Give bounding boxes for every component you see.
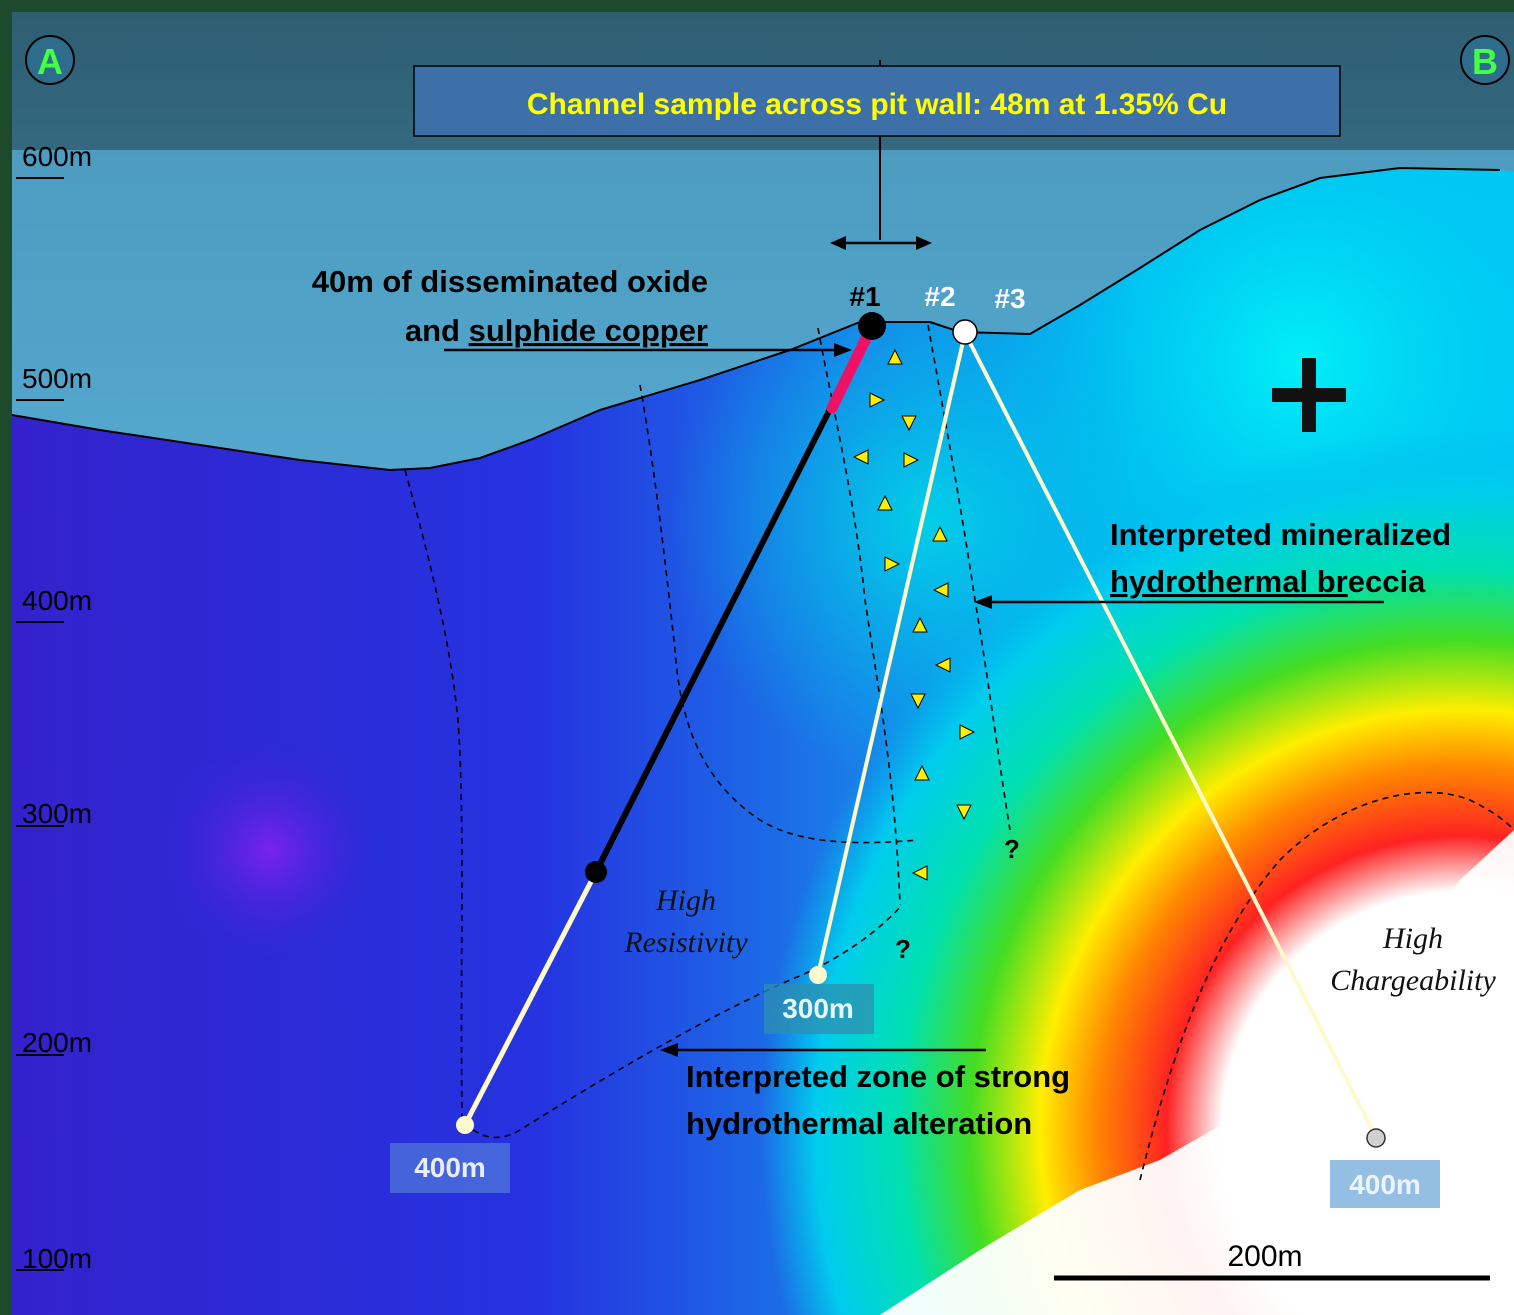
depth-label-bg: [764, 984, 874, 1034]
elevation-label: 300m: [22, 798, 92, 829]
chargeability-boundary: [1139, 791, 1514, 1181]
breccia-clast: [884, 556, 901, 572]
scale-bar-label: 200m: [1227, 1240, 1302, 1273]
drillhole-id: #2: [924, 281, 955, 312]
collar-marker: [858, 312, 886, 340]
breccia-clasts: [852, 348, 976, 881]
breccia-clast: [934, 657, 951, 673]
hole-end-marker: [809, 966, 827, 984]
scale-bar: 200m: [1054, 1240, 1490, 1281]
marker-circle-a: [25, 35, 75, 85]
drillhole-3: #3 400m: [952, 283, 1440, 1208]
breccia-east-contact: [927, 324, 1011, 831]
topography-line: [11, 166, 1501, 472]
disseminated-text-line1: 40m of disseminated oxide: [312, 264, 708, 299]
elevation-label: 400m: [22, 585, 92, 616]
breccia-clast: [887, 348, 903, 365]
breccia-clast: [932, 582, 949, 598]
breccia-clast: [877, 494, 893, 511]
disseminated-prefix: and: [405, 313, 469, 348]
channel-sample-callout: Channel sample across pit wall: 48m at 1…: [413, 60, 1341, 250]
alteration-callout: Interpreted zone of strong hydrothermal …: [660, 1043, 1070, 1141]
section-marker-b: B: [1460, 35, 1510, 85]
depth-label: 400m: [1349, 1169, 1421, 1200]
breccia-underlined: hydrothermal br: [1110, 564, 1348, 599]
depth-label-bg: [390, 1143, 510, 1193]
elevation-label: 200m: [22, 1027, 92, 1058]
cross-horizontal: [1272, 388, 1346, 402]
hole-end-marker: [1366, 1128, 1386, 1148]
breccia-callout: Interpreted mineralized hydrothermal bre…: [974, 517, 1451, 609]
breccia-clast: [959, 724, 976, 740]
breccia-clast: [869, 392, 886, 408]
section-marker-a: A: [25, 35, 75, 85]
breccia-clast: [911, 865, 928, 881]
elevation-scale: 600m 500m 400m 300m 200m 100m: [16, 141, 92, 1274]
resistivity-boundary: [639, 384, 919, 844]
breccia-clast: [910, 693, 926, 710]
elevation-label: 500m: [22, 363, 92, 394]
hole-end-marker: [456, 1116, 474, 1134]
breccia-clast: [914, 764, 930, 781]
cross-marker: [1272, 358, 1346, 432]
marker-label-b: B: [1472, 41, 1498, 82]
uncertainty-mark: ?: [1004, 834, 1020, 864]
drillhole-id: #3: [994, 283, 1025, 314]
breccia-clast: [956, 804, 972, 821]
depth-label: 300m: [782, 993, 854, 1024]
breccia-clast: [903, 452, 920, 468]
breccia-rest: eccia: [1348, 564, 1426, 599]
disseminated-copper-callout: 40m of disseminated oxide and sulphide c…: [312, 264, 852, 357]
drillhole-id: #1: [849, 281, 880, 312]
drillhole-1: #1 400m: [390, 281, 886, 1193]
arrowhead-left: [830, 236, 846, 250]
breccia-clast: [932, 525, 948, 542]
drill-trace: [963, 332, 1377, 1136]
drillhole-2: #2 300m: [764, 281, 967, 1034]
resistivity-line1: High: [655, 884, 716, 917]
drill-trace: [462, 870, 599, 1127]
high-resistivity-label: High Resistivity: [623, 884, 748, 959]
drill-trace: [816, 332, 967, 976]
elevation-label: 600m: [22, 141, 92, 172]
breccia-west-contact: [817, 327, 901, 906]
elevation-label: 100m: [22, 1243, 92, 1274]
arrowhead-right: [916, 236, 932, 250]
alteration-text-line1: Interpreted zone of strong: [686, 1059, 1070, 1094]
disseminated-text-line2: and sulphide copper: [405, 313, 708, 348]
disseminated-underlined: sulphide copper: [469, 313, 708, 348]
breccia-text-line2: hydrothermal breccia: [1110, 564, 1426, 599]
arrowhead: [660, 1043, 678, 1057]
breccia-text-line1: Interpreted mineralized: [1110, 517, 1451, 552]
marker-circle-b: [1460, 35, 1510, 85]
high-chargeability-label: High Chargeability: [1330, 922, 1496, 997]
depth-label-bg: [1330, 1160, 1440, 1208]
drill-trace-logged: [593, 324, 875, 874]
arrowhead: [834, 343, 852, 357]
breccia-clast: [901, 415, 917, 432]
arrowhead: [974, 595, 992, 609]
alteration-text-line2: hydrothermal alteration: [686, 1106, 1032, 1141]
uncertainty-mark: ?: [895, 934, 911, 964]
breccia-clast: [912, 616, 928, 633]
mineralized-interval: [826, 324, 876, 414]
chargeability-line2: Chargeability: [1330, 964, 1496, 997]
logged-end-marker: [585, 861, 607, 883]
collar-marker: [952, 319, 978, 345]
chargeability-line1: High: [1382, 922, 1443, 955]
breccia-clast: [852, 449, 869, 465]
depth-label: 400m: [414, 1152, 486, 1183]
channel-sample-text: Channel sample across pit wall: 48m at 1…: [527, 88, 1227, 121]
callout-box: [413, 65, 1341, 137]
marker-label-a: A: [37, 41, 63, 82]
resistivity-line2: Resistivity: [623, 926, 748, 959]
